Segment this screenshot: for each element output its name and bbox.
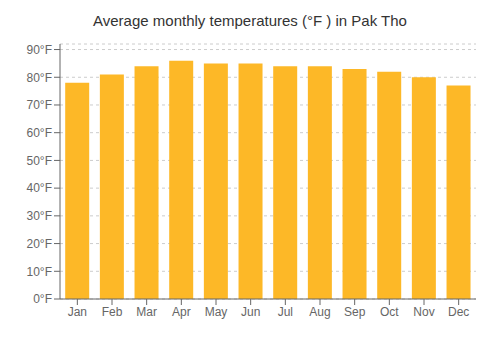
svg-text:80°F: 80°F	[27, 71, 52, 85]
svg-text:Feb: Feb	[102, 305, 123, 319]
svg-text:30°F: 30°F	[27, 209, 52, 223]
svg-text:20°F: 20°F	[27, 237, 52, 251]
svg-text:40°F: 40°F	[27, 181, 52, 195]
svg-text:90°F: 90°F	[27, 43, 52, 57]
svg-text:Mar: Mar	[136, 305, 157, 319]
svg-text:0°F: 0°F	[33, 292, 52, 306]
svg-text:Jan: Jan	[68, 305, 87, 319]
svg-text:Jul: Jul	[278, 305, 293, 319]
html-text:Average monthly temperatures (: Average monthly temperatures (°F ) in Pa…	[93, 12, 407, 29]
svg-text:Sep: Sep	[344, 305, 366, 319]
svg-text:Nov: Nov	[413, 305, 434, 319]
svg-text:Aug: Aug	[309, 305, 330, 319]
svg-text:Oct: Oct	[380, 305, 399, 319]
svg-text:May: May	[205, 305, 228, 319]
svg-text:60°F: 60°F	[27, 126, 52, 140]
svg-text:Dec: Dec	[448, 305, 469, 319]
svg-text:70°F: 70°F	[27, 98, 52, 112]
svg-text:Apr: Apr	[172, 305, 191, 319]
svg-text:50°F: 50°F	[27, 154, 52, 168]
svg-text:10°F: 10°F	[27, 265, 52, 279]
svg-text:Jun: Jun	[241, 305, 260, 319]
